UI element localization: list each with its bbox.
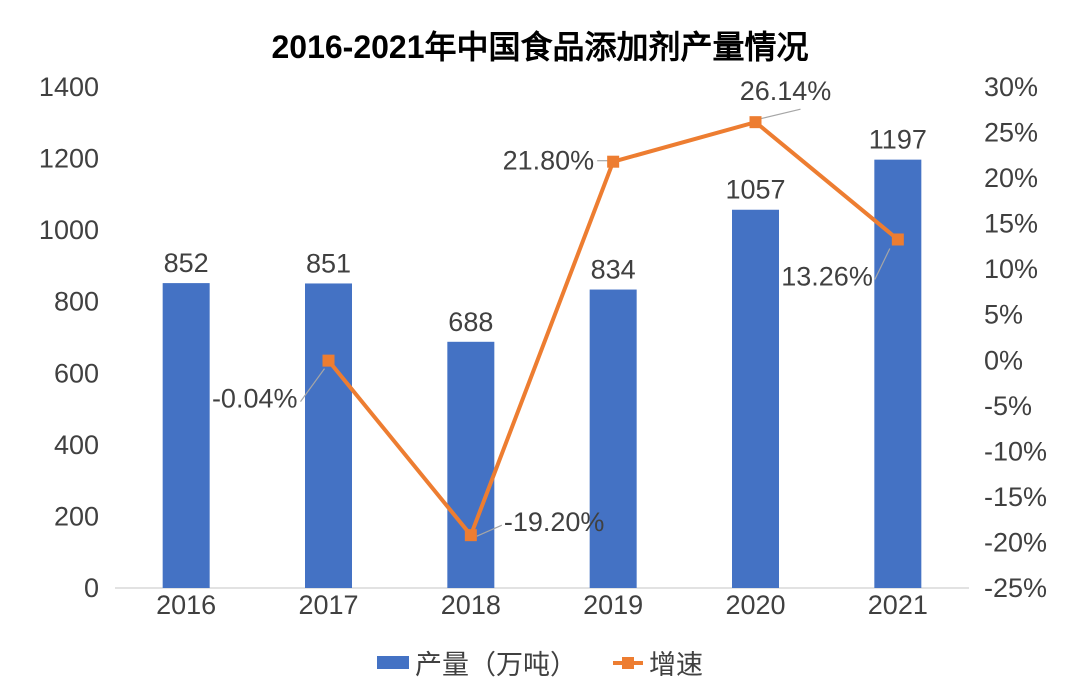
bar-2020 — [732, 209, 779, 588]
legend-label-production: 产量（万吨） — [415, 650, 577, 680]
legend-label-growth: 增速 — [649, 650, 703, 680]
growth-marker-2021 — [891, 233, 904, 246]
left-axis-tick: 1400 — [39, 72, 99, 102]
right-axis-tick: -20% — [984, 527, 1047, 557]
left-axis-tick: 800 — [54, 287, 99, 317]
left-axis-tick: 0 — [84, 573, 99, 603]
bar-2021 — [874, 159, 922, 588]
right-axis-tick: -25% — [984, 573, 1047, 603]
x-axis-label-2020: 2020 — [725, 590, 785, 620]
x-axis-label-2016: 2016 — [156, 590, 216, 620]
bar-label-2017: 851 — [306, 248, 351, 278]
right-axis-tick: 20% — [984, 163, 1038, 193]
label-leader-line-2021 — [874, 248, 891, 280]
bar-2018 — [447, 341, 495, 588]
bar-label-2016: 852 — [164, 248, 209, 278]
x-axis-label-2017: 2017 — [298, 590, 358, 620]
bar-label-2020: 1057 — [725, 175, 785, 205]
label-leader-line-2018 — [476, 524, 503, 537]
bar-2019 — [589, 289, 637, 588]
left-axis-tick: 400 — [54, 430, 99, 460]
bar-2016 — [162, 283, 210, 588]
growth-marker-2020 — [749, 116, 762, 129]
x-axis-label-2018: 2018 — [441, 590, 501, 620]
bar-label-2021: 1197 — [869, 125, 927, 155]
right-axis-tick: -15% — [984, 482, 1047, 512]
right-axis-tick: 0% — [984, 345, 1023, 375]
left-axis-tick: 1000 — [39, 215, 99, 245]
growth-label-2020: 26.14% — [740, 76, 832, 106]
line-series-swatch-icon — [613, 656, 643, 670]
bar-series-swatch-icon — [377, 656, 409, 669]
legend: 产量（万吨） 增速 — [0, 643, 1080, 682]
right-axis-tick: 30% — [984, 72, 1038, 102]
bar-label-2018: 688 — [448, 307, 493, 337]
left-axis-tick: 1200 — [39, 144, 99, 174]
chart-title: 2016-2021年中国食品添加剂产量情况 — [271, 29, 809, 65]
growth-label-2017: -0.04% — [212, 384, 298, 414]
growth-marker-2018 — [464, 529, 477, 542]
growth-label-2021: 13.26% — [781, 261, 873, 291]
right-axis-tick: 25% — [984, 118, 1038, 148]
right-axis-tick: -5% — [984, 391, 1032, 421]
left-axis-tick: 200 — [54, 501, 99, 531]
label-leader-line-2020 — [758, 108, 801, 120]
growth-label-2018: -19.20% — [504, 507, 605, 537]
right-axis-tick: 15% — [984, 209, 1038, 239]
x-axis-label-2021: 2021 — [868, 590, 928, 620]
growth-label-2019: 21.80% — [503, 146, 595, 176]
bar-2017 — [305, 283, 352, 588]
right-axis-tick: -10% — [984, 436, 1047, 466]
legend-item-production: 产量（万吨） — [377, 643, 577, 682]
right-axis-tick: 10% — [984, 254, 1038, 284]
growth-marker-2017 — [322, 354, 335, 367]
left-axis-tick: 600 — [54, 358, 99, 388]
bar-label-2019: 834 — [591, 255, 636, 285]
growth-marker-2019 — [607, 155, 620, 168]
line-marker-icon — [622, 656, 634, 669]
legend-item-growth: 增速 — [613, 643, 703, 682]
label-leader-line-2017 — [300, 368, 325, 402]
x-axis-label-2019: 2019 — [583, 590, 643, 620]
right-axis-tick: 5% — [984, 300, 1023, 330]
